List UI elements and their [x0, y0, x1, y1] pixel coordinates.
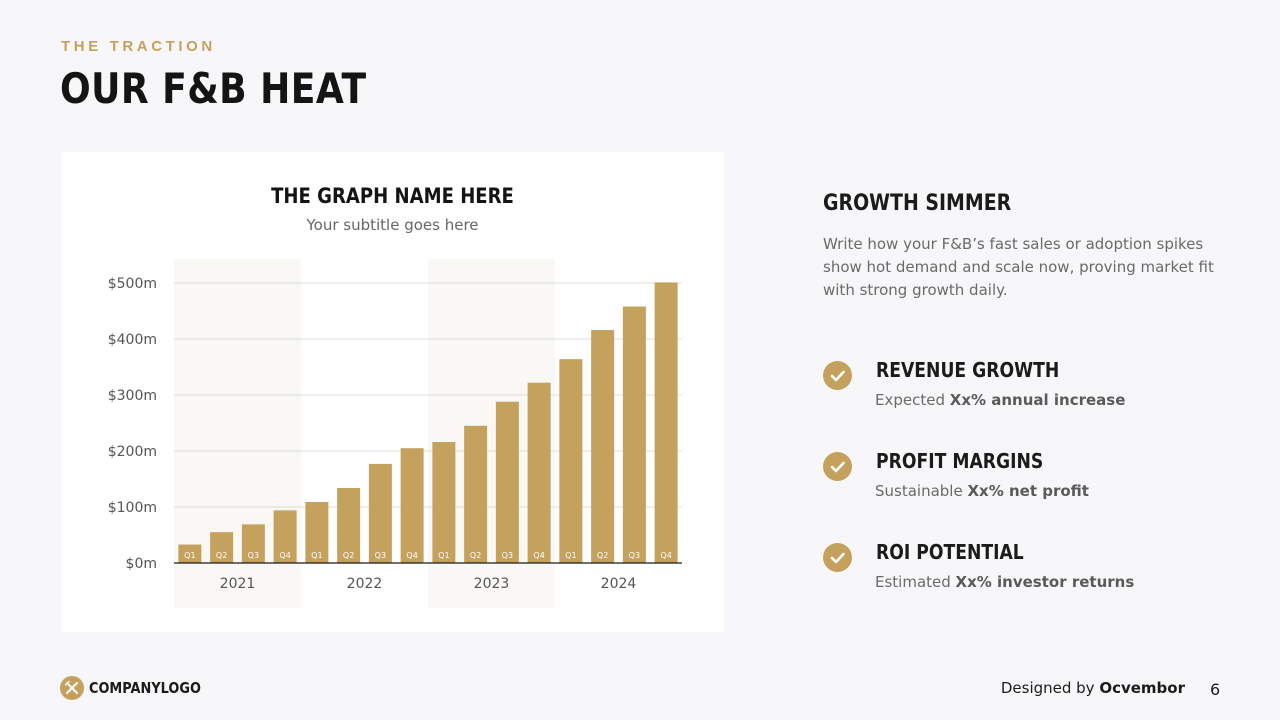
bar	[527, 382, 551, 563]
chart-card: $0m $100m $200m $300m $400m $500m Q1 Q2 Q3 Q4 Q1 Q2…	[61, 152, 724, 632]
bar	[178, 544, 202, 563]
bar	[210, 532, 234, 563]
page-number: 6	[1210, 680, 1221, 699]
quarter-label: Q1	[184, 551, 195, 560]
feature-description: Expected Xx% annual increase	[875, 391, 1126, 409]
feature-title: PROFIT MARGINS	[876, 449, 1044, 473]
quarter-label: Q2	[216, 551, 227, 560]
bar	[654, 282, 678, 563]
y-tick-label: $400m	[108, 332, 157, 348]
quarter-label: Q3	[629, 551, 640, 560]
chart-subtitle: Your subtitle goes here	[306, 216, 479, 234]
quarter-label: Q1	[438, 551, 449, 560]
cross-utensils-icon	[60, 676, 84, 700]
quarter-label: Q4	[533, 551, 544, 560]
bar	[495, 401, 519, 563]
y-tick-label: $500m	[108, 276, 157, 292]
x-group-label: 2024	[601, 576, 637, 592]
quarter-label: Q1	[565, 551, 576, 560]
bar	[400, 448, 424, 563]
y-tick-label: $0m	[126, 556, 157, 572]
section-eyebrow: THE TRACTION	[61, 38, 216, 55]
feature-description: Sustainable Xx% net profit	[875, 482, 1089, 500]
y-tick-label: $200m	[108, 444, 157, 460]
logo-text: COMPANYLOGO	[89, 679, 201, 697]
page-title: OUR F&B HEAT	[60, 64, 367, 113]
growth-description: Write how your F&B’s fast sales or adopt…	[823, 235, 1214, 299]
quarter-label: Q2	[597, 551, 608, 560]
bar	[591, 330, 615, 563]
feature-roi-potential: ROI POTENTIAL Estimated Xx% investor ret…	[823, 540, 1243, 603]
quarter-label: Q4	[660, 551, 671, 560]
quarter-label: Q2	[470, 551, 481, 560]
bar	[337, 487, 361, 563]
feature-title: REVENUE GROWTH	[876, 358, 1060, 382]
growth-heading: GROWTH SIMMER	[823, 191, 1012, 216]
quarter-label: Q3	[248, 551, 259, 560]
x-group-label: 2021	[220, 576, 256, 592]
bar	[273, 510, 297, 563]
quarter-label: Q3	[502, 551, 513, 560]
y-tick-label: $300m	[108, 388, 157, 404]
feature-title: ROI POTENTIAL	[876, 540, 1024, 564]
feature-revenue-growth: REVENUE GROWTH Expected Xx% annual incre…	[823, 358, 1243, 421]
quarter-label: Q4	[406, 551, 417, 560]
check-icon	[823, 452, 852, 481]
bar	[368, 463, 392, 563]
chart-title: THE GRAPH NAME HERE	[271, 184, 514, 208]
quarter-label: Q2	[343, 551, 354, 560]
x-group-label: 2023	[474, 576, 510, 592]
check-icon	[823, 543, 852, 572]
feature-description: Estimated Xx% investor returns	[875, 573, 1135, 591]
y-tick-label: $100m	[108, 500, 157, 516]
x-group-label: 2022	[347, 576, 383, 592]
designer-credit: Designed by Ocvembor	[1000, 679, 1185, 697]
quarter-label: Q4	[279, 551, 290, 560]
bar-chart: $0m $100m $200m $300m $400m $500m Q1 Q2 Q3 Q4 Q1 Q2…	[108, 259, 682, 608]
check-icon	[823, 361, 852, 390]
bar	[241, 524, 265, 563]
quarter-label: Q3	[375, 551, 386, 560]
bar	[305, 501, 329, 563]
bar	[622, 306, 646, 563]
quarter-label: Q1	[311, 551, 322, 560]
bar	[464, 425, 488, 563]
bar	[559, 359, 583, 563]
bar	[432, 442, 456, 563]
feature-profit-margins: PROFIT MARGINS Sustainable Xx% net profi…	[823, 449, 1243, 512]
